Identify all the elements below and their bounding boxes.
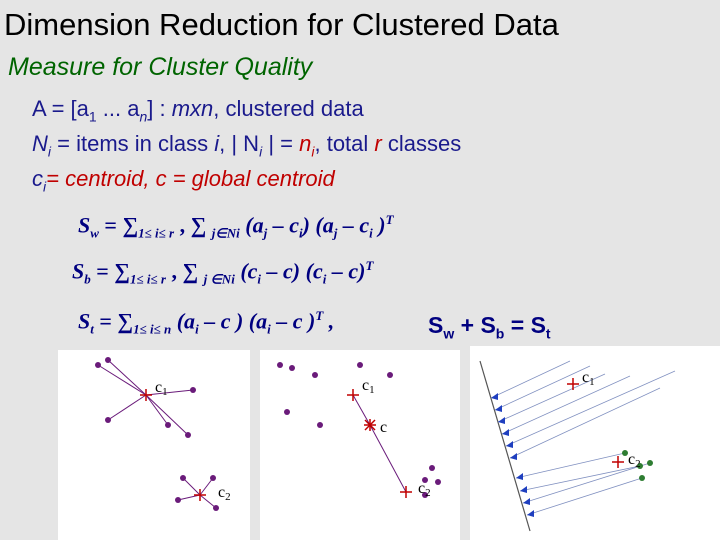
data-point [387, 372, 393, 378]
data-point [175, 497, 181, 503]
data-point [429, 465, 435, 471]
data-point [213, 505, 219, 511]
data-point [622, 450, 628, 456]
projection-figure: c1 c2 [470, 346, 720, 540]
svg-text:c2: c2 [418, 480, 431, 499]
data-point [637, 463, 643, 469]
data-point [105, 417, 111, 423]
data-point [422, 492, 428, 498]
data-point [639, 475, 645, 481]
page-subtitle: Measure for Cluster Quality [8, 53, 313, 81]
equation-sb: Sb = ∑1≤ i≤ r , ∑ j ∈Ni (ci – c) (ci – c… [72, 258, 374, 287]
data-point [165, 422, 171, 428]
data-point [357, 362, 363, 368]
data-point [435, 479, 441, 485]
svg-text:c1: c1 [362, 377, 375, 396]
data-point [277, 362, 283, 368]
between-cluster-figure: c1 c c2 [260, 350, 460, 540]
data-point [105, 357, 111, 363]
data-point [210, 475, 216, 481]
data-point [190, 387, 196, 393]
data-point [180, 475, 186, 481]
svg-text:c: c [380, 419, 387, 436]
within-cluster-figure: c1 c2 [58, 350, 250, 540]
definition-line-n: Ni = items in class i, | Ni | = ni, tota… [32, 131, 462, 160]
equation-sw: Sw = ∑1≤ i≤ r , ∑ j∈Ni (aj – ci) (aj – c… [78, 212, 394, 241]
equation-st: St = ∑1≤ i≤ n (ai – c ) (ai – c )T , [78, 308, 335, 337]
equation-sum: Sw + Sb = St [428, 312, 551, 342]
svg-text:c2: c2 [218, 484, 231, 503]
data-point [422, 477, 428, 483]
definition-line-c: ci= centroid, c = global centroid [32, 166, 335, 195]
svg-text:c1: c1 [155, 379, 168, 398]
data-point [647, 460, 653, 466]
definition-line-a: A = [a1 ... an] : mxn, clustered data [32, 96, 364, 125]
data-point [289, 365, 295, 371]
data-point [185, 432, 191, 438]
data-point [312, 372, 318, 378]
svg-text:c1: c1 [582, 369, 595, 388]
data-point [95, 362, 101, 368]
page-title: Dimension Reduction for Clustered Data [4, 7, 559, 42]
data-point [317, 422, 323, 428]
svg-text:c2: c2 [628, 451, 641, 470]
data-point [284, 409, 290, 415]
